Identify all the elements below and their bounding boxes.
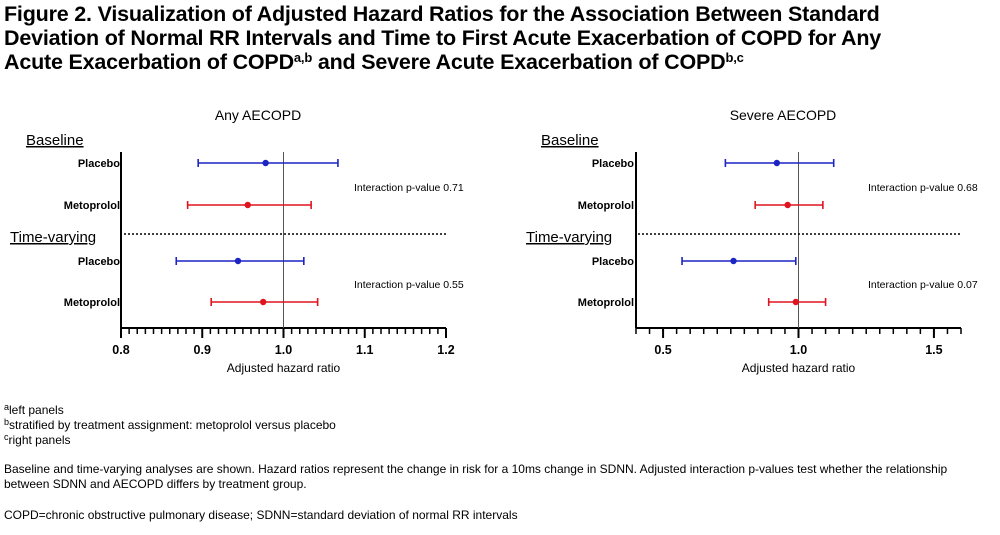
panel2-group-header-time-varying: Time-varying: [526, 229, 612, 246]
footnote-c-text: right panels: [8, 433, 71, 447]
panel1-tick-label: 1.2: [437, 343, 454, 357]
panel1-title: Any AECOPD: [215, 107, 301, 123]
panel2-metoprolol-baseline-point: [784, 201, 791, 209]
panel1-x-axis-label: Adjusted hazard ratio: [227, 361, 341, 375]
footnote-a: aleft panels: [4, 403, 984, 418]
panel1-metoprolol-time-varying-point: [259, 298, 267, 306]
panel2-tick-label: 1.0: [790, 343, 807, 357]
panel2-group-header-baseline: Baseline: [541, 132, 599, 149]
panel2-tick-label: 1.5: [925, 343, 942, 357]
footnote-c-marker: c: [4, 432, 9, 442]
footnote-b: bstratified by treatment assignment: met…: [4, 418, 984, 433]
panel2-metoprolol-time-varying-label: Metoprolol: [578, 297, 634, 309]
abbreviations-note: COPD=chronic obstructive pulmonary disea…: [4, 508, 518, 522]
panel2-placebo-baseline-point: [773, 159, 781, 167]
panel1-placebo-time-varying-label: Placebo: [78, 256, 120, 268]
title-line-3-part-a: Acute Exacerbation of COPD: [4, 50, 294, 74]
panel1-metoprolol-time-varying-label: Metoprolol: [64, 297, 120, 309]
title-line-3: Acute Exacerbation of COPDa,b and Severe…: [4, 50, 984, 74]
panel1-tick-label: 0.9: [194, 343, 211, 357]
panel1-metoprolol-baseline-point: [244, 201, 251, 209]
panel2-placebo-baseline-label: Placebo: [592, 158, 634, 170]
panel2-interaction-p-value: Interaction p-value 0.07: [868, 279, 978, 291]
figure-title: Figure 2. Visualization of Adjusted Haza…: [4, 2, 984, 74]
title-line-2: Deviation of Normal RR Intervals and Tim…: [4, 26, 882, 50]
panel2-interaction-p-value: Interaction p-value 0.68: [868, 182, 978, 194]
panel1-interaction-p-value: Interaction p-value 0.71: [354, 182, 464, 194]
panel1-tick-label: 1.0: [275, 343, 292, 357]
footnote-c: cright panels: [4, 433, 984, 448]
panel1-interaction-p-value: Interaction p-value 0.55: [354, 279, 464, 291]
title-line-3-part-b: and Severe Acute Exacerbation of COPD: [312, 50, 726, 74]
panel2-tick-label: 0.5: [654, 343, 671, 357]
panel2-placebo-time-varying-label: Placebo: [592, 256, 634, 268]
panel1-group-header-baseline: Baseline: [26, 132, 84, 149]
footnote-b-text: stratified by treatment assignment: meto…: [9, 418, 336, 432]
panel1-metoprolol-baseline-label: Metoprolol: [64, 200, 120, 212]
footnote-a-marker: a: [4, 402, 10, 412]
panel1-tick-label: 1.1: [356, 343, 373, 357]
title-superscript-1: a,b: [293, 50, 313, 65]
description-note: Baseline and time-varying analyses are s…: [4, 462, 948, 491]
title-superscript-2: b,c: [725, 50, 744, 65]
panel2-placebo-time-varying-point: [730, 257, 737, 265]
footnotes: aleft panels bstratified by treatment as…: [4, 403, 984, 523]
footnote-b-marker: b: [4, 417, 10, 427]
panel2-metoprolol-time-varying-point: [792, 298, 799, 306]
panel1-placebo-baseline-label: Placebo: [78, 158, 120, 170]
forest-plots: Any AECOPD 0.8 0.9 1.0 1.1 1.2 Adjusted hazard…: [10, 107, 978, 375]
panel1-tick-label: 0.8: [112, 343, 129, 357]
panel2-title: Severe AECOPD: [730, 107, 837, 123]
panel1-placebo-time-varying-point: [234, 257, 242, 265]
title-line-1: Figure 2. Visualization of Adjusted Haza…: [4, 2, 880, 26]
panel2-x-axis-label: Adjusted hazard ratio: [742, 361, 856, 375]
panel1-placebo-baseline-point: [262, 159, 269, 167]
panel1-group-header-time-varying: Time-varying: [10, 229, 96, 246]
footnote-a-text: left panels: [9, 403, 64, 417]
panel2-metoprolol-baseline-label: Metoprolol: [578, 200, 634, 212]
